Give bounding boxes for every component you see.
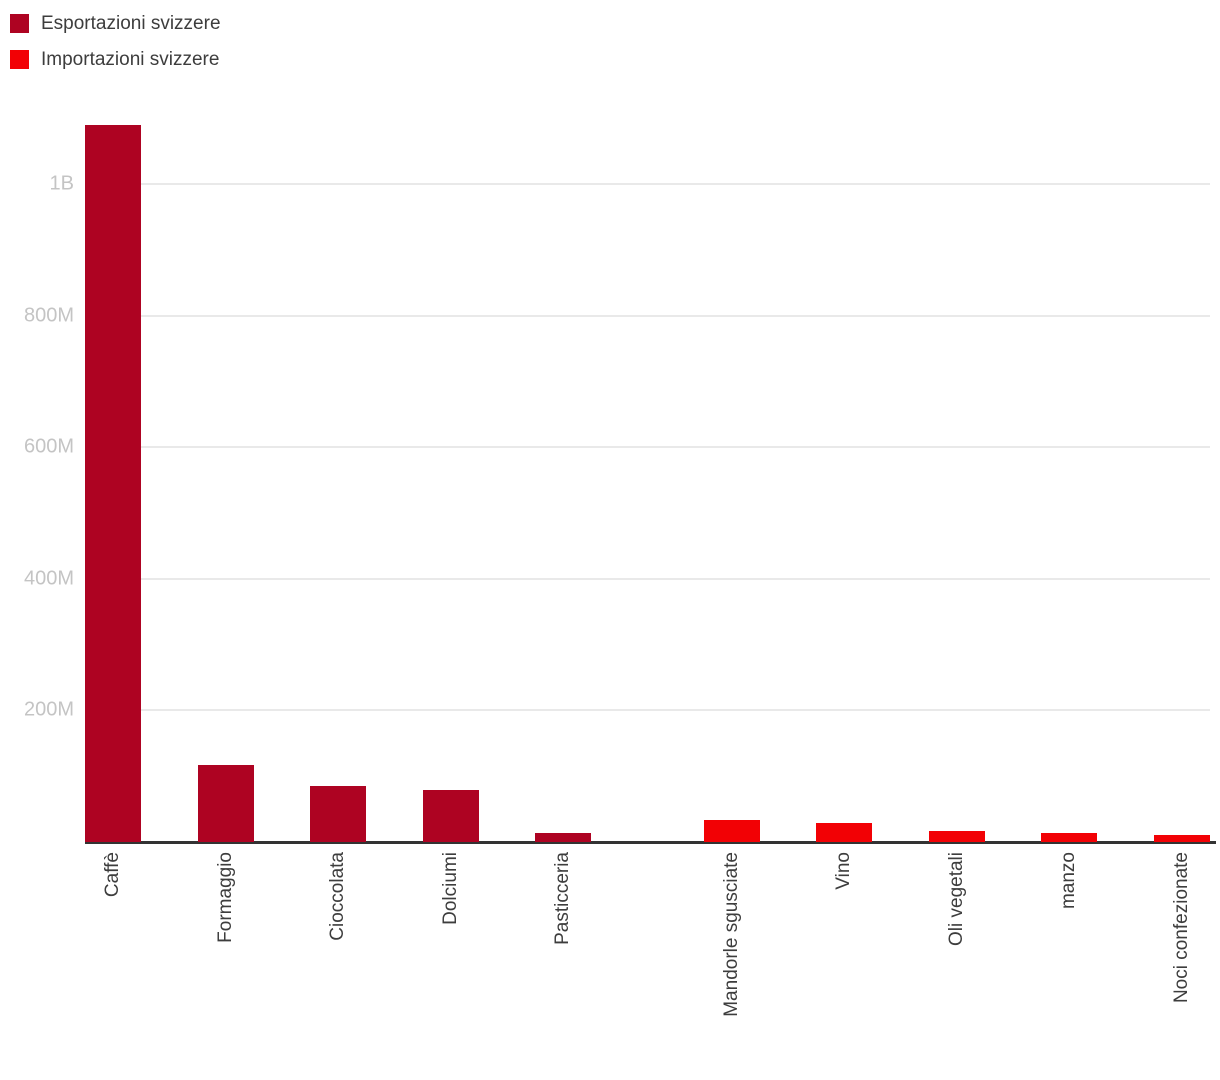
bar[interactable] [85, 125, 141, 842]
y-axis-tick-label: 400M [23, 567, 74, 590]
legend-swatch [10, 14, 29, 33]
bar[interactable] [929, 831, 985, 842]
y-axis-tick-label: 1B [49, 172, 74, 195]
legend: Esportazioni svizzere Importazioni svizz… [10, 12, 221, 86]
x-axis-label: Noci confezionate [1170, 852, 1192, 1004]
bar[interactable] [535, 833, 591, 842]
x-axis-label: Dolciumi [439, 852, 461, 925]
x-axis-label: Pasticceria [552, 852, 574, 945]
y-axis-tick-label: 800M [23, 304, 74, 327]
legend-item: Importazioni svizzere [10, 48, 221, 70]
y-axis-tick-label: 200M [23, 698, 74, 721]
x-axis-label: Mandorle sgusciate [720, 852, 742, 1017]
bar[interactable] [310, 786, 366, 842]
gridline [85, 709, 1210, 712]
bar[interactable] [704, 820, 760, 842]
gridline [85, 446, 1210, 449]
x-axis-label: Vino [833, 852, 855, 890]
bar[interactable] [423, 790, 479, 842]
x-axis-label: manzo [1058, 852, 1080, 910]
bar[interactable] [1041, 833, 1097, 842]
legend-label: Esportazioni svizzere [41, 12, 221, 34]
gridline [85, 183, 1210, 185]
legend-item: Esportazioni svizzere [10, 12, 221, 34]
gridline [85, 577, 1210, 580]
bar[interactable] [1154, 835, 1210, 842]
legend-label: Importazioni svizzere [41, 48, 220, 70]
legend-swatch [10, 50, 29, 69]
bar[interactable] [198, 765, 254, 842]
x-axis-label: Cioccolata [327, 852, 349, 941]
y-axis-tick-label: 600M [23, 435, 74, 458]
x-axis-label: Caffè [102, 852, 123, 898]
x-axis-label: Oli vegetali [945, 852, 967, 946]
gridline [85, 314, 1210, 317]
bar[interactable] [816, 823, 872, 842]
x-axis-line [85, 841, 1216, 844]
x-axis-label: Formaggio [214, 852, 236, 943]
